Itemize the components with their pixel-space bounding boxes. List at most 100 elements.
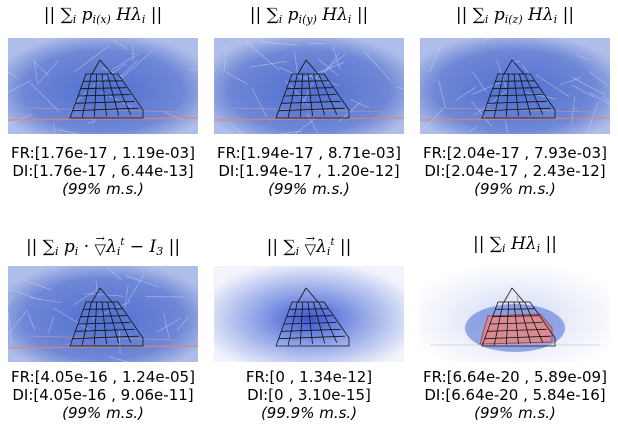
apex-line	[99, 287, 113, 303]
panel-6: || ∑i Hλi || FR:[6.64e-20 , 5.89e-09] DI…	[412, 228, 618, 428]
red-streak	[8, 345, 198, 349]
field-streak	[249, 60, 288, 68]
volume-rendering	[214, 38, 404, 134]
field-streak	[588, 70, 610, 87]
frustum-rib	[513, 73, 519, 117]
field-streak	[53, 122, 56, 134]
field-streak	[454, 86, 477, 102]
field-streak	[156, 318, 181, 333]
apex-line	[305, 59, 319, 75]
red-streak	[439, 107, 591, 113]
panel-title: || ∑i pi(y) Hλi ||	[249, 5, 369, 26]
frustum-rib	[101, 301, 107, 345]
field-streak	[73, 289, 97, 306]
stats-block: FR:[1.94e-17 , 8.71e-03] DI:[1.94e-17 , …	[206, 144, 412, 198]
field-streak	[106, 267, 122, 280]
mass-fraction: (99.9% m.s.)	[260, 404, 358, 422]
mass-fraction: (99% m.s.)	[474, 180, 556, 198]
wireframe-frustum	[481, 59, 556, 119]
field-streak	[572, 77, 606, 96]
frustum-rib	[493, 301, 504, 346]
panel-4: || ∑i pi · → ▽ λit − I3 || FR:[4.05e-16 , …	[0, 228, 206, 428]
field-streak	[87, 121, 95, 124]
frustum-rib	[299, 301, 304, 345]
field-streak	[163, 313, 170, 339]
field-streak	[130, 52, 136, 55]
wireframe-frustum	[275, 59, 350, 119]
field-streak	[74, 45, 109, 72]
field-streak	[38, 60, 59, 84]
mass-fraction: (99% m.s.)	[474, 404, 556, 422]
field-streak	[589, 92, 610, 106]
frustum-rib	[81, 73, 92, 118]
frustum-rib	[287, 73, 298, 118]
panel-3: || ∑i pi(z) Hλi || FR:[2.04e-17 , 7.93e-…	[412, 0, 618, 210]
field-streak	[429, 43, 443, 72]
field-streak	[53, 307, 91, 331]
mass-fraction: (99% m.s.)	[62, 180, 144, 198]
frustum-rib	[505, 301, 510, 345]
field-streak	[111, 53, 140, 70]
fr-range: FR:[6.64e-20 , 5.89e-09]	[423, 368, 607, 386]
fr-range: FR:[1.76e-17 , 1.19e-03]	[11, 144, 195, 162]
volume-rendering	[214, 266, 404, 362]
panel-title: || ∑i pi(x) Hλi ||	[43, 5, 163, 26]
frustum-rib	[112, 73, 132, 115]
field-streak	[602, 96, 610, 103]
field-streak	[119, 60, 138, 78]
field-streak	[438, 79, 446, 108]
field-streak	[307, 42, 326, 44]
frustum-rib	[513, 301, 519, 345]
stats-block: FR:[4.05e-16 , 1.24e-05] DI:[4.05e-16 , …	[0, 368, 206, 422]
frustum-rib	[307, 73, 313, 117]
fr-range: FR:[1.94e-17 , 8.71e-03]	[217, 144, 401, 162]
frustum-rib	[318, 73, 338, 115]
volume-rendering	[8, 38, 198, 134]
frustum-rib	[318, 301, 338, 343]
field-streak	[588, 102, 599, 130]
volume-rendering	[420, 38, 610, 134]
wireframe-frustum	[481, 287, 556, 347]
field-streak	[505, 120, 509, 134]
di-range: DI:[4.05e-16 , 9.06e-11]	[12, 386, 194, 404]
di-range: DI:[0 , 3.10e-15]	[247, 386, 371, 404]
field-streak	[299, 82, 314, 110]
panel-5: || ∑i → ▽ λit || FR:[0 , 1.34e-12] DI:[0 ,…	[206, 228, 412, 428]
wireframe-frustum	[69, 287, 144, 347]
field-streak	[482, 38, 491, 41]
field-streak	[577, 54, 591, 61]
frustum-outline	[69, 301, 144, 347]
stats-block: FR:[6.64e-20 , 5.89e-09] DI:[6.64e-20 , …	[412, 368, 618, 422]
field-streak	[350, 99, 369, 109]
di-range: DI:[1.94e-17 , 1.20e-12]	[218, 162, 400, 180]
field-streak	[28, 313, 36, 331]
apex-line	[297, 287, 307, 303]
field-streak	[92, 63, 127, 87]
apex-line	[305, 287, 319, 303]
panel-title: || ∑i pi(z) Hλi ||	[455, 5, 575, 26]
field-streak	[30, 83, 60, 112]
field-streak	[396, 87, 404, 90]
red-streak	[420, 117, 610, 121]
field-streak	[571, 84, 595, 98]
frustum-rib	[312, 73, 326, 116]
red-streak	[8, 117, 198, 121]
field-streak	[226, 71, 248, 85]
field-streak	[8, 312, 12, 343]
volume-rendering	[8, 266, 198, 362]
field-streak	[119, 329, 121, 354]
panel-1: || ∑i pi(x) Hλi || FR:[1.76e-17 , 1.19e-…	[0, 0, 206, 210]
field-streak	[521, 64, 535, 82]
field-streak	[472, 81, 503, 95]
frustum-rib	[312, 301, 326, 344]
apex-line	[511, 59, 525, 75]
red-streak	[27, 107, 179, 113]
field-streak	[279, 130, 302, 134]
panel-title: || ∑i → ▽ λit ||	[266, 232, 352, 258]
field-streak	[363, 50, 392, 82]
field-streak	[58, 129, 80, 134]
field-streak	[95, 280, 98, 293]
frustum-rib	[524, 73, 544, 115]
field-streak	[228, 122, 244, 134]
field-streak	[108, 356, 130, 362]
